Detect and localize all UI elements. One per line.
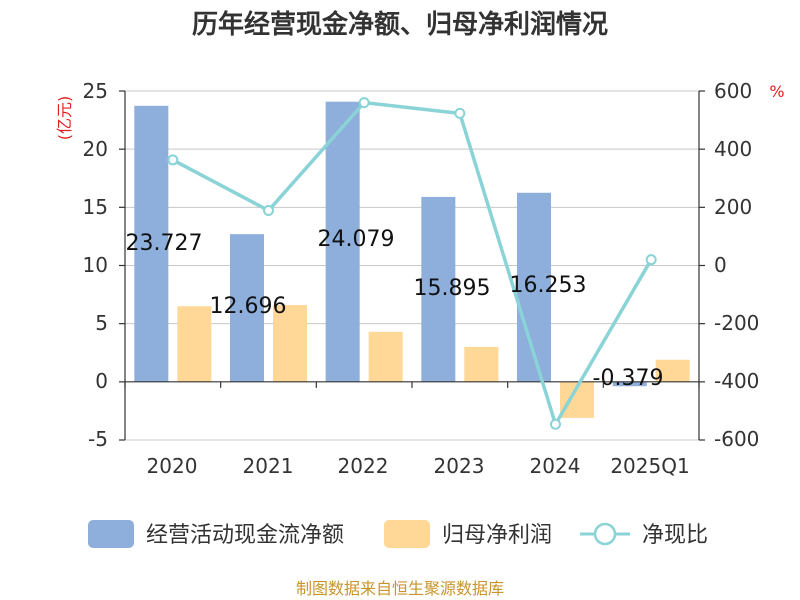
legend: 经营活动现金流净额 归母净利润 净现比 <box>88 520 708 548</box>
ratio-point <box>263 205 274 217</box>
bar-cashflow <box>612 381 647 387</box>
left-tick: -5 <box>88 427 108 451</box>
data-label: -0.379 <box>593 366 664 391</box>
left-tick: 0 <box>95 369 108 393</box>
right-axis-unit: % <box>769 82 784 101</box>
right-tick: 200 <box>714 195 752 219</box>
right-tick: -600 <box>714 427 759 451</box>
x-tick: 2022 <box>338 454 389 478</box>
right-tick: -400 <box>714 369 759 393</box>
gridlines <box>125 90 699 441</box>
bar-profit <box>655 359 690 382</box>
left-tick: 5 <box>95 311 108 335</box>
legend-swatch-cashflow <box>88 520 134 548</box>
x-tick: 2023 <box>434 454 485 478</box>
x-axis-ticks: 2020 2021 2022 2023 2024 2025Q1 <box>147 454 690 478</box>
right-tick: 400 <box>714 137 752 161</box>
ratio-point <box>358 97 370 109</box>
left-axis-unit: (亿元) <box>55 96 74 141</box>
bar-cashflow <box>325 101 360 382</box>
legend-swatch-ratio-marker <box>593 522 617 546</box>
left-tick: 20 <box>83 137 108 161</box>
bar-profit <box>464 346 499 382</box>
left-tick: 25 <box>83 79 108 103</box>
x-tick: 2020 <box>147 454 198 478</box>
data-label: 15.895 <box>414 276 491 301</box>
bar-cashflow <box>421 196 456 382</box>
data-label: 23.727 <box>126 231 203 256</box>
bar-profit <box>368 331 403 382</box>
bar-cashflow <box>230 234 264 382</box>
ratio-point <box>454 107 466 119</box>
bar-profit <box>273 305 307 382</box>
bar-profit <box>177 306 212 382</box>
x-tick: 2024 <box>530 454 581 478</box>
bars <box>134 101 690 418</box>
data-labels: 23.727 12.696 24.079 15.895 16.253 -0.37… <box>126 227 664 391</box>
bar-cashflow <box>134 105 169 382</box>
source-note: 制图数据来自恒生聚源数据库 <box>296 579 504 598</box>
data-label: 24.079 <box>318 227 395 252</box>
x-tick: 2025Q1 <box>610 454 689 478</box>
ratio-point <box>645 254 657 266</box>
ratio-line <box>167 97 657 430</box>
right-tick: 0 <box>714 253 727 277</box>
x-tick: 2021 <box>243 454 294 478</box>
data-label: 16.253 <box>510 273 587 298</box>
chart-title: 历年经营现金净额、归母净利润情况 <box>192 9 608 40</box>
right-tick: -200 <box>714 311 759 335</box>
legend-label-profit: 归母净利润 <box>442 523 552 548</box>
ratio-line-path <box>172 100 653 427</box>
legend-label-ratio: 净现比 <box>642 523 708 548</box>
left-axis-ticks: 25 20 15 10 5 0 -5 <box>83 79 108 451</box>
left-tick: 15 <box>83 195 108 219</box>
right-tick: 600 <box>714 79 752 103</box>
legend-label-cashflow: 经营活动现金流净额 <box>146 523 344 548</box>
axes <box>119 90 705 441</box>
ratio-point <box>167 154 179 166</box>
legend-swatch-profit <box>384 520 430 548</box>
data-label: 12.696 <box>210 294 287 319</box>
ratio-point <box>550 418 561 430</box>
right-axis-ticks: 600 400 200 0 -200 -400 -600 <box>714 79 759 451</box>
left-tick: 10 <box>83 253 108 277</box>
